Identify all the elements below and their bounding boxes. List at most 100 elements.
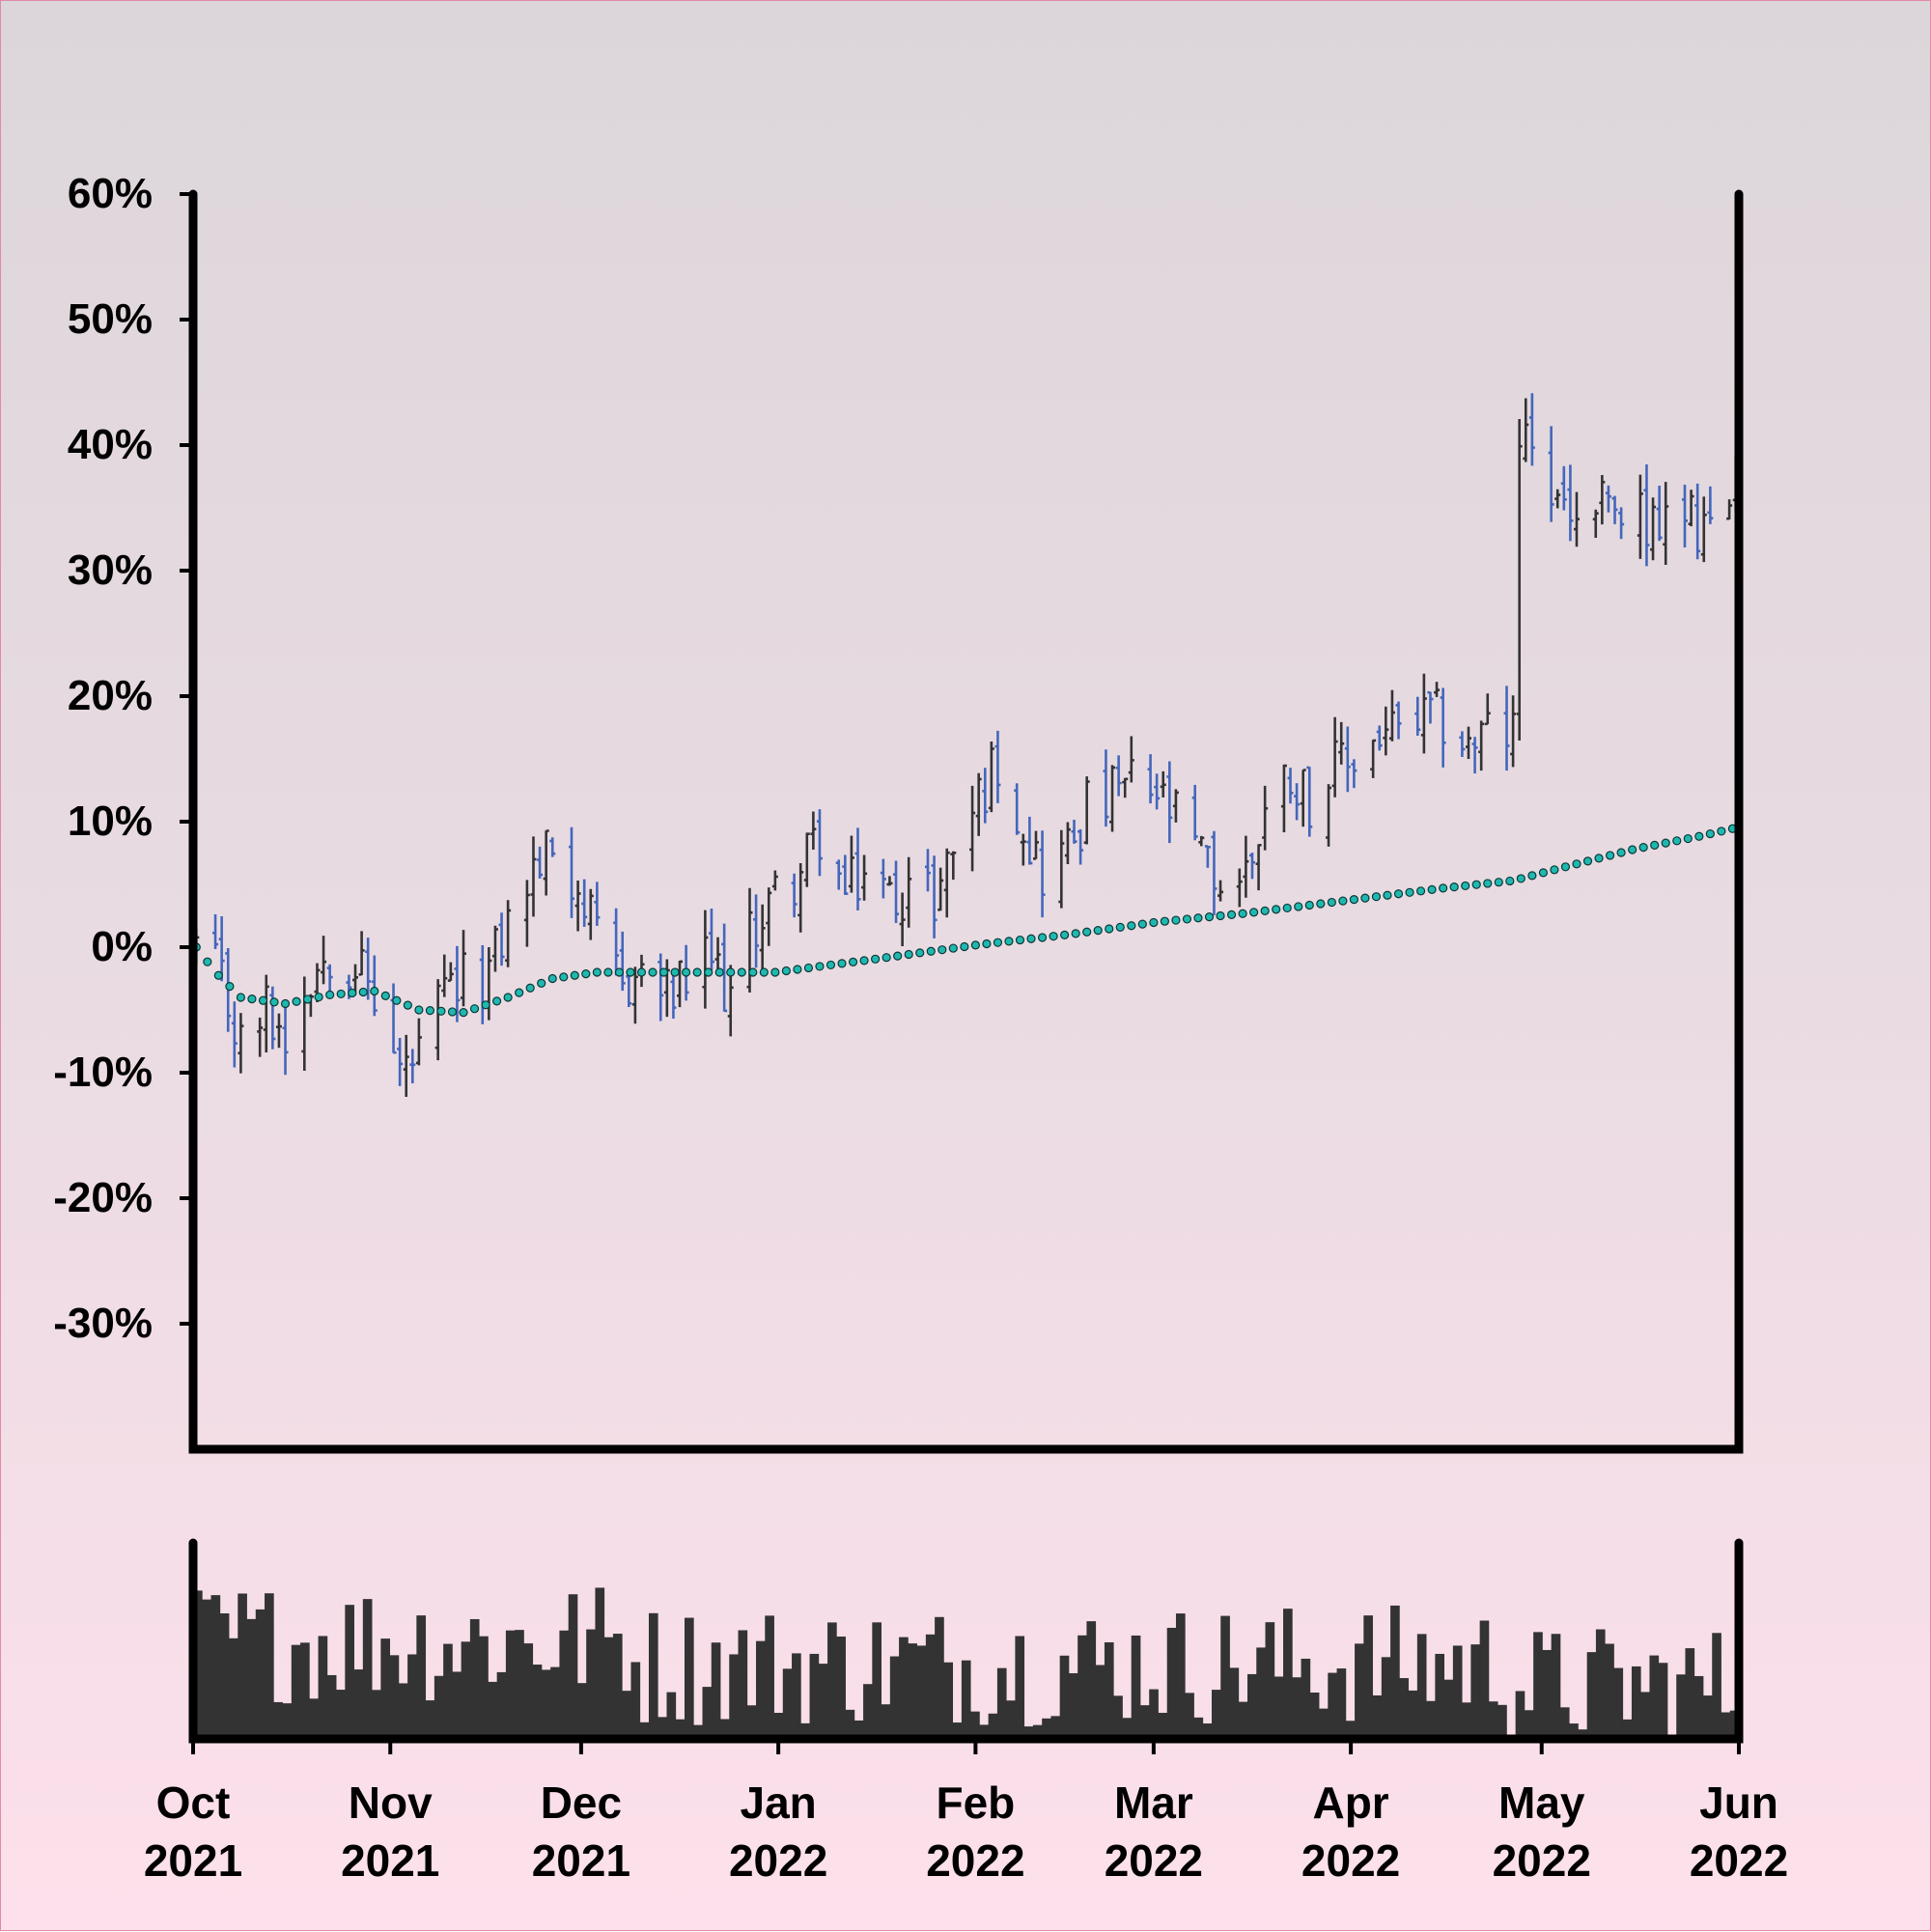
volume-bar: [389, 1655, 400, 1739]
volume-bar: [1658, 1663, 1668, 1739]
volume-bar: [1131, 1635, 1141, 1739]
moving-average-point: [1661, 838, 1670, 848]
volume-bar: [1059, 1655, 1070, 1739]
moving-average-point: [1427, 884, 1437, 894]
volume-bar: [1586, 1652, 1597, 1739]
x-tick-month: Dec: [541, 1778, 622, 1828]
volume-bar: [827, 1622, 837, 1739]
volume-bar: [916, 1645, 927, 1739]
moving-average-point: [1628, 845, 1637, 854]
volume-bar: [1559, 1707, 1570, 1739]
ohlc-bar: [371, 955, 378, 1017]
ohlc-bar: [1637, 474, 1643, 559]
moving-average-point: [759, 967, 769, 977]
moving-average-point: [1082, 927, 1092, 937]
y-tick-label: 20%: [68, 672, 153, 719]
volume-bar: [1309, 1693, 1320, 1739]
ohlc-bar: [365, 938, 372, 1000]
moving-average-point: [737, 967, 746, 977]
volume-bar: [1050, 1716, 1061, 1739]
ohlc-bar: [1434, 682, 1441, 697]
volume-bar: [291, 1644, 301, 1739]
volume-bar: [809, 1653, 820, 1739]
x-tick-year: 2022: [926, 1835, 1024, 1886]
moving-average-point: [1026, 934, 1036, 943]
volume-bar: [1631, 1666, 1641, 1739]
ohlc-bar: [727, 965, 734, 1037]
ohlc-bar: [1020, 833, 1026, 866]
volume-bar: [1497, 1704, 1507, 1739]
volume-bar: [1139, 1705, 1150, 1739]
ohlc-bar: [505, 900, 512, 967]
moving-average-series: [191, 824, 1738, 1018]
ohlc-bar: [486, 946, 492, 1021]
moving-average-point: [1672, 836, 1682, 846]
volume-bar: [746, 1705, 757, 1739]
ohlc-bar: [581, 879, 588, 927]
ohlc-bar: [1383, 706, 1389, 756]
ohlc-bar: [569, 826, 575, 918]
moving-average-point: [871, 954, 881, 964]
volume-bar: [1265, 1622, 1275, 1739]
moving-average-point: [1193, 913, 1203, 923]
moving-average-point: [1049, 932, 1058, 941]
ohlc-bar: [1420, 673, 1427, 754]
moving-average-point: [280, 998, 291, 1009]
ohlc-bar: [677, 960, 684, 1008]
volume-bar: [559, 1630, 570, 1739]
moving-average-point: [348, 988, 357, 998]
axes: [188, 189, 1744, 1744]
moving-average-point: [826, 960, 836, 970]
volume-bar: [505, 1630, 516, 1739]
ohlc-bar: [549, 837, 556, 857]
ohlc-bar: [1516, 418, 1523, 742]
moving-average-point: [993, 938, 1003, 947]
volume-bar: [210, 1595, 221, 1739]
ohlc-bar: [803, 832, 810, 887]
x-tick-month: May: [1498, 1778, 1585, 1828]
volume-bar: [273, 1701, 283, 1739]
volume-bar: [1613, 1667, 1624, 1739]
ohlc-bar: [1599, 475, 1606, 525]
ohlc-bar: [842, 854, 849, 895]
volume-bar: [345, 1605, 354, 1739]
ohlc-bar: [753, 894, 760, 968]
y-tick-label: -10%: [53, 1049, 153, 1096]
moving-average-point: [1683, 833, 1693, 844]
moving-average-point: [1204, 912, 1215, 922]
ohlc-bar: [352, 964, 359, 995]
volume-bar: [1462, 1702, 1471, 1739]
ohlc-bar: [1459, 731, 1466, 757]
moving-average-point: [815, 962, 825, 971]
ohlc-bar: [798, 863, 804, 933]
volume-bar: [630, 1662, 641, 1739]
moving-average-point: [1272, 905, 1281, 914]
volume-bar: [1551, 1634, 1561, 1739]
ohlc-bar: [1287, 768, 1294, 804]
volume-bar: [1086, 1621, 1097, 1739]
volume-bar: [1229, 1667, 1240, 1739]
moving-average-point: [491, 996, 502, 1006]
moving-average-point: [1439, 883, 1448, 893]
volume-bar: [792, 1653, 801, 1739]
volume-panel-frame: [188, 1538, 1744, 1744]
volume-bar: [1122, 1718, 1133, 1739]
volume-bar: [434, 1675, 444, 1739]
volume-bar: [1363, 1615, 1373, 1739]
ohlc-bar: [1039, 830, 1046, 918]
ohlc-bar: [1083, 776, 1090, 845]
ohlc-bar: [1707, 486, 1714, 524]
volume-bar: [1095, 1665, 1105, 1739]
volume-bar: [1622, 1719, 1633, 1739]
ohlc-bar: [282, 1003, 289, 1076]
ohlc-bar: [626, 975, 632, 1008]
moving-average-point: [636, 967, 647, 977]
x-tick-month: Feb: [936, 1778, 1015, 1828]
ohlc-bar: [943, 848, 950, 918]
ohlc-bar: [434, 979, 441, 1061]
ohlc-bar: [1351, 759, 1357, 789]
volume-bar: [1166, 1627, 1177, 1739]
ohlc-bar: [1694, 483, 1701, 560]
volume-bar: [845, 1709, 855, 1739]
moving-average-point: [1327, 897, 1336, 908]
